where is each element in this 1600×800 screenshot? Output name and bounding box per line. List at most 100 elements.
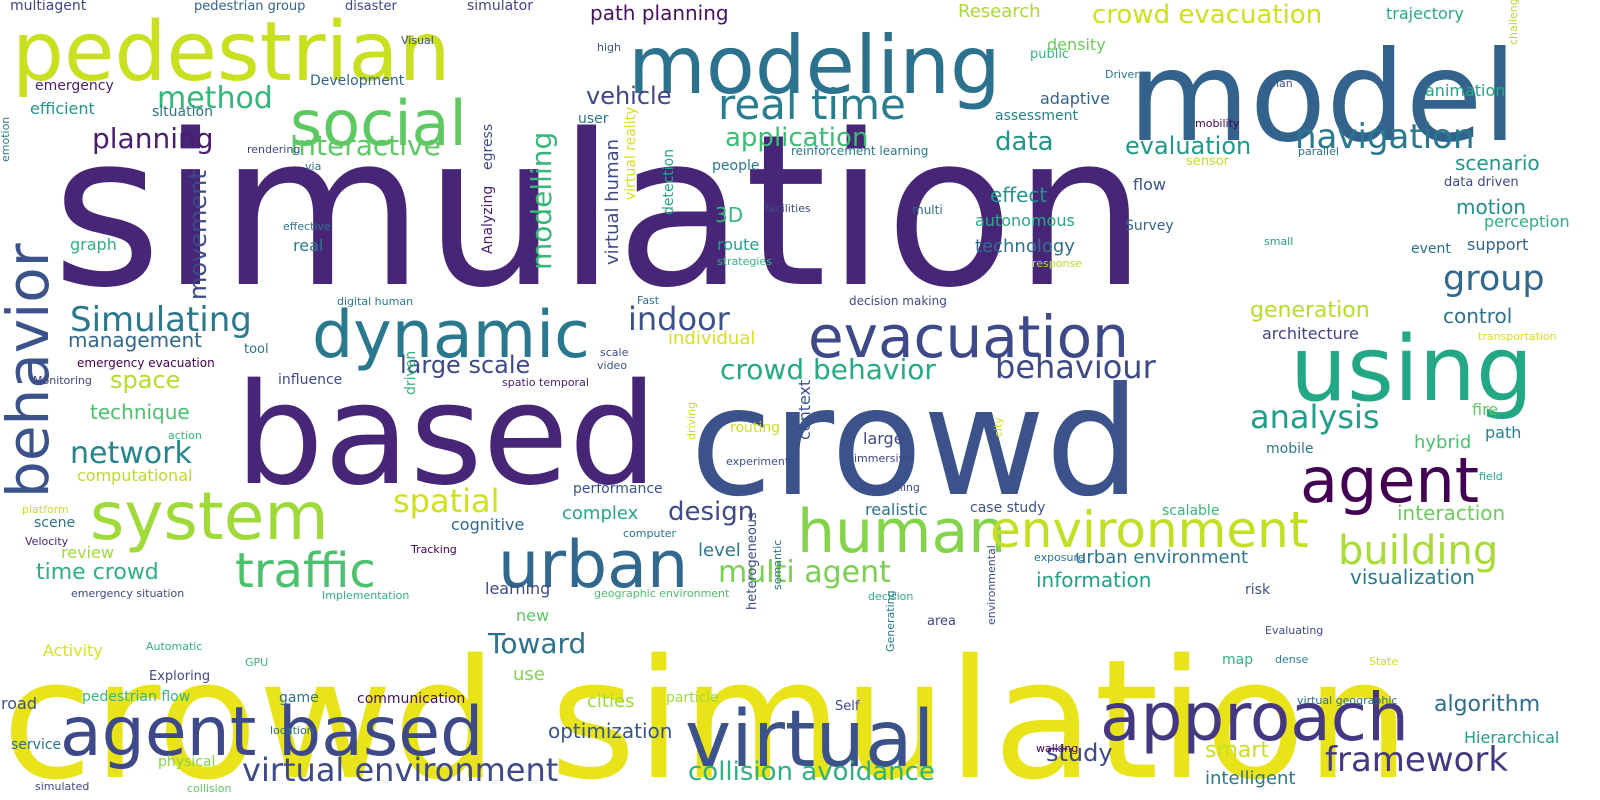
word-design: design [668,497,755,528]
word-challenge: challenge [1507,0,1520,45]
word-complex: complex [562,502,639,524]
word-network: network [70,436,192,471]
word-multi-agent: multi agent [718,555,891,590]
word-algorithm: algorithm [1434,692,1541,718]
word-behaviour: behaviour [995,348,1156,387]
word-gpu: GPU [245,656,269,670]
word-support: support [1467,235,1529,255]
word-interactive: Interactive [290,128,441,162]
word-realistic: realistic [865,500,928,520]
word-self: Self [835,698,860,714]
word-real: real [293,236,324,256]
word-information: information [1036,568,1152,592]
word-effect: effect [990,183,1048,207]
word-monitoring: Monitoring [33,374,92,388]
word-density: density [1047,35,1106,55]
word-decision: decision [868,590,914,604]
word-emergency-situation: emergency situation [71,587,185,601]
word-efficient: efficient [30,99,95,119]
word-navigation: navigation [1295,116,1475,157]
word-heterogeneous: heterogeneous [745,512,760,610]
word-digital-human: digital human [337,295,414,309]
word-analysis: analysis [1250,398,1380,437]
word-virtual-geographic: virtual geographic [1297,694,1398,708]
word-agent-based: agent based [60,692,484,772]
word-effective: effective [283,220,331,234]
word-experiment: experiment [726,455,790,469]
word-visualization: visualization [1350,565,1475,589]
word-velocity: Velocity [25,535,69,549]
word-evaluation: evaluation [1125,131,1252,160]
word-environment: environment [990,501,1309,559]
word-rendering: rendering [247,143,301,157]
word-visual: Visual [401,34,434,48]
word-large-scale: large scale [400,350,531,379]
word-mobile: mobile [1266,440,1314,457]
word-dense: dense [1275,653,1309,667]
word-influence: influence [278,371,343,388]
word-multi: multi [912,203,943,218]
word-performance: performance [573,480,663,497]
word-autonomous: autonomous [975,211,1075,231]
word-simulator: simulator [467,0,533,14]
word-flow: flow [1133,175,1166,195]
word-graph: graph [70,235,117,255]
word-use: use [513,663,545,685]
word-service: service [11,736,62,753]
word-video: video [597,359,628,373]
word-mobility: mobility [1195,117,1240,131]
word-system: system [90,478,329,556]
word-review: review [61,543,114,563]
word-smart: smart [1205,738,1270,764]
word-control: control [1443,304,1513,328]
word-walking: walking [1036,742,1079,756]
word-strategies: strategies [717,255,772,269]
word-parallel: parallel [1298,145,1339,159]
word-event: event [1411,240,1451,257]
word-controlling: Controlling [860,481,920,495]
word-scenario: scenario [1455,151,1540,175]
word-urban: urban [498,528,689,603]
word-area: area [927,613,956,629]
word-emergency: emergency [35,77,114,94]
word-immersive: immersive [854,452,912,466]
word-hybrid: hybrid [1414,431,1472,453]
word-egress: egress [480,123,496,170]
word-context: context [795,379,814,440]
word-application: application [725,123,869,154]
word-new: new [516,606,550,626]
word-trajectory: trajectory [1386,4,1464,24]
word-study: study [1046,738,1113,767]
word-technique: technique [90,400,190,424]
word-plan: plan [1269,77,1293,91]
word-behavior: behavior [0,243,62,498]
word-scalable: scalable [1162,502,1220,519]
word-crowd: crowd [690,356,1141,530]
word-based: based [235,354,658,517]
word-geographic-environment: geographic environment [594,587,730,601]
word-simulated: simulated [35,780,90,794]
word-user: user [578,110,609,127]
word-simulating: Simulating [70,299,252,340]
word-computer: computer [623,527,677,541]
word-virtual: virtual [685,694,935,785]
word-risk: risk [1245,581,1271,598]
word-decision-making: decision making [849,294,947,309]
word-route: route [717,235,760,255]
word-space: space [110,365,181,394]
word-adaptive: adaptive [1040,89,1110,109]
word-cities: cities [587,690,635,712]
word-planning: planning [92,121,214,155]
word-collision-avoidance: collision avoidance [688,757,935,788]
word-exploring: Exploring [149,668,211,684]
word-architecture: architecture [1262,324,1359,344]
word-generation: generation [1250,298,1370,324]
word-state: State [1369,655,1399,669]
word-evacuation: evacuation [808,302,1129,371]
word-development: Development [310,72,405,89]
word-intelligent: intelligent [1205,767,1296,789]
word-emotion: emotion [0,116,12,162]
word-action: action [168,429,202,443]
word-using: using [1290,317,1534,422]
word-path-planning: path planning [590,1,729,25]
